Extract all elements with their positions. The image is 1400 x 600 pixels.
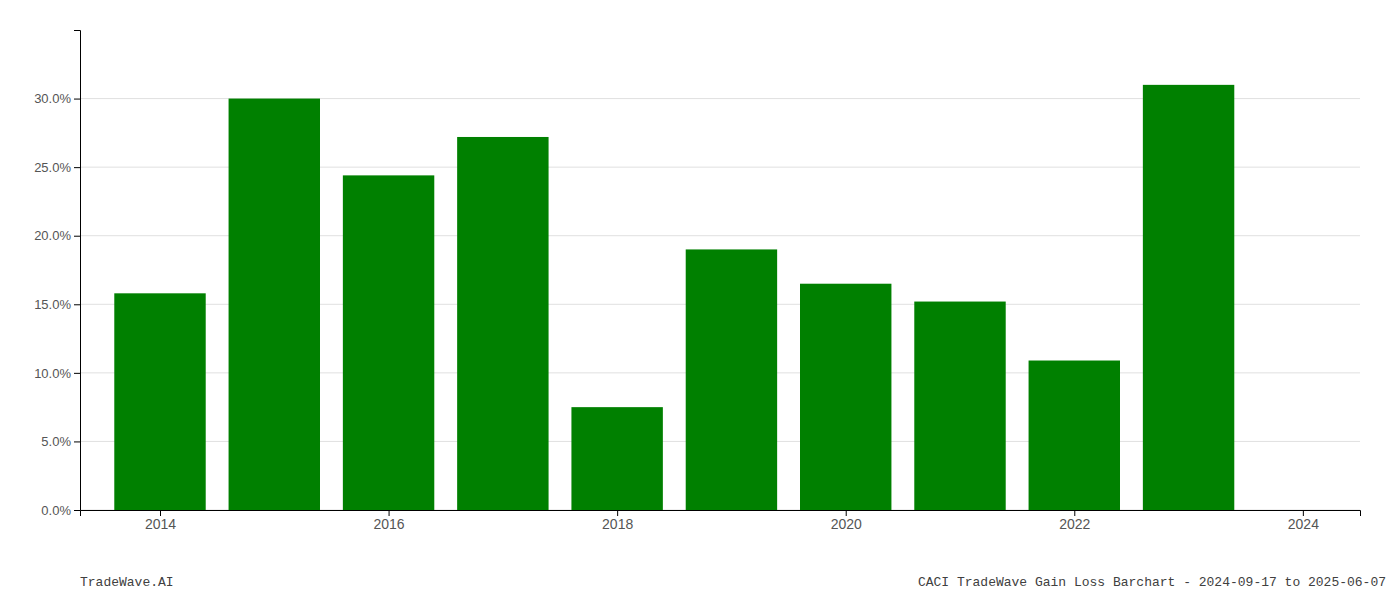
y-tick-label: 5.0% bbox=[41, 434, 71, 449]
bars bbox=[114, 85, 1234, 510]
bar bbox=[571, 407, 662, 510]
y-tick-label: 0.0% bbox=[41, 503, 71, 518]
y-tick-label: 20.0% bbox=[34, 228, 71, 243]
y-axis: 0.0% 5.0% 10.0% 15.0% 20.0% 25.0% 30.0% bbox=[34, 31, 80, 518]
y-axis-line bbox=[74, 31, 81, 511]
bar bbox=[914, 302, 1005, 510]
y-tick: 15.0% bbox=[34, 297, 80, 312]
y-tick: 5.0% bbox=[41, 434, 80, 449]
bar bbox=[457, 137, 548, 510]
x-axis: 2014 2016 2018 2020 2022 2024 bbox=[81, 510, 1361, 532]
bar bbox=[800, 284, 891, 510]
y-tick-mark bbox=[74, 99, 80, 100]
x-tick-label: 2022 bbox=[1059, 516, 1090, 532]
title: CACI TradeWave Gain Loss Barchart - 2024… bbox=[918, 575, 1386, 590]
y-tick-label: 15.0% bbox=[34, 297, 71, 312]
plot: 2014 2016 2018 2020 2022 2024 0.0% 5.0% 10.0% 15.… bbox=[34, 31, 1360, 532]
y-tick: 0.0% bbox=[41, 503, 80, 518]
y-tick: 10.0% bbox=[34, 366, 80, 381]
x-tick: 2016 bbox=[373, 510, 404, 532]
bar bbox=[343, 175, 434, 510]
y-tick-label: 25.0% bbox=[34, 160, 71, 175]
bar bbox=[229, 99, 320, 510]
footer-left: TradeWave.AI bbox=[80, 575, 174, 590]
y-tick-mark bbox=[74, 441, 80, 442]
bar bbox=[1143, 85, 1234, 510]
x-tick-label: 2014 bbox=[145, 516, 176, 532]
chart: 2014 2016 2018 2020 2022 2024 0.0% 5.0% 10.0% 15.… bbox=[0, 0, 1400, 600]
y-tick: 30.0% bbox=[34, 91, 80, 106]
x-tick: 2018 bbox=[602, 510, 633, 532]
y-tick-mark bbox=[74, 373, 80, 374]
x-tick-label: 2018 bbox=[602, 516, 633, 532]
x-axis-line bbox=[81, 511, 1361, 517]
y-tick-label: 10.0% bbox=[34, 366, 71, 381]
y-tick: 25.0% bbox=[34, 160, 80, 175]
y-tick-label: 30.0% bbox=[34, 91, 71, 106]
y-tick-mark bbox=[74, 167, 80, 168]
x-tick-label: 2020 bbox=[831, 516, 862, 532]
bar bbox=[114, 293, 205, 510]
x-tick: 2024 bbox=[1288, 510, 1319, 532]
y-tick-mark bbox=[74, 304, 80, 305]
y-tick-mark bbox=[74, 236, 80, 237]
y-tick-mark bbox=[74, 510, 80, 511]
x-tick: 2020 bbox=[831, 510, 862, 532]
x-tick-label: 2024 bbox=[1288, 516, 1319, 532]
y-tick: 20.0% bbox=[34, 228, 80, 243]
x-tick: 2014 bbox=[145, 510, 176, 532]
bar bbox=[686, 249, 777, 510]
x-tick-label: 2016 bbox=[373, 516, 404, 532]
x-tick: 2022 bbox=[1059, 510, 1090, 532]
bar bbox=[1029, 361, 1120, 510]
